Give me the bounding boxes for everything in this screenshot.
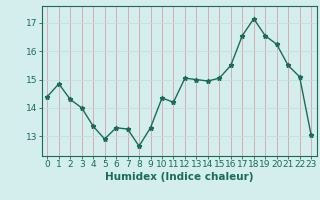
X-axis label: Humidex (Indice chaleur): Humidex (Indice chaleur) xyxy=(105,172,253,182)
